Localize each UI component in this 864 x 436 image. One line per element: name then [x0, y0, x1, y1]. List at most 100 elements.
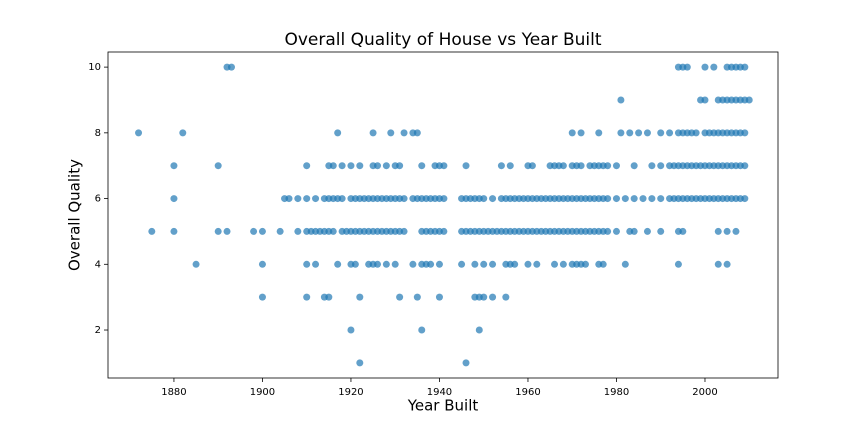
point: [435, 260, 443, 268]
point: [679, 227, 687, 235]
point: [559, 260, 567, 268]
point: [462, 359, 470, 367]
point: [413, 293, 421, 301]
point: [643, 227, 651, 235]
point: [374, 162, 382, 170]
point: [347, 162, 355, 170]
point: [617, 96, 625, 104]
point: [502, 293, 510, 301]
point: [170, 227, 178, 235]
y-tick-label: 8: [95, 128, 101, 139]
point: [701, 63, 709, 71]
point: [630, 162, 638, 170]
point: [480, 260, 488, 268]
point: [604, 195, 612, 203]
point: [489, 293, 497, 301]
point: [732, 227, 740, 235]
point: [440, 195, 448, 203]
chart-title: Overall Quality of House vs Year Built: [284, 30, 601, 50]
point: [723, 260, 731, 268]
point: [294, 227, 302, 235]
point: [214, 162, 222, 170]
point: [258, 260, 266, 268]
point: [674, 260, 682, 268]
point: [692, 129, 700, 137]
point: [285, 195, 293, 203]
x-tick-label: 1960: [515, 387, 540, 398]
point: [480, 293, 488, 301]
point: [303, 260, 311, 268]
point: [683, 63, 691, 71]
point: [635, 129, 643, 137]
x-tick-label: 2000: [692, 387, 717, 398]
point: [489, 260, 497, 268]
x-tick-label: 1880: [161, 387, 186, 398]
point: [409, 260, 417, 268]
point: [303, 293, 311, 301]
point: [170, 162, 178, 170]
point: [489, 195, 497, 203]
point: [303, 162, 311, 170]
point: [334, 260, 342, 268]
point: [418, 326, 426, 334]
point: [630, 227, 638, 235]
point: [612, 195, 620, 203]
point: [599, 260, 607, 268]
point: [480, 195, 488, 203]
y-axis-label: Overall Quality: [66, 159, 84, 271]
point: [369, 129, 377, 137]
point: [657, 129, 665, 137]
point: [312, 195, 320, 203]
point: [617, 129, 625, 137]
point: [179, 129, 187, 137]
point: [418, 162, 426, 170]
point: [626, 129, 634, 137]
point: [214, 227, 222, 235]
point: [338, 195, 346, 203]
point: [511, 260, 519, 268]
point: [714, 260, 722, 268]
point: [329, 227, 337, 235]
y-tick-label: 6: [95, 194, 101, 205]
point: [148, 227, 156, 235]
point: [258, 227, 266, 235]
point: [741, 162, 749, 170]
point: [643, 129, 651, 137]
point: [506, 162, 514, 170]
point: [387, 129, 395, 137]
point: [648, 162, 656, 170]
x-tick-label: 1920: [338, 387, 363, 398]
point: [440, 162, 448, 170]
point: [303, 195, 311, 203]
point: [338, 162, 346, 170]
point: [391, 260, 399, 268]
point: [170, 195, 178, 203]
point: [714, 227, 722, 235]
point: [528, 162, 536, 170]
point: [374, 260, 382, 268]
point: [356, 359, 364, 367]
point: [745, 96, 753, 104]
point: [612, 162, 620, 170]
point: [723, 227, 731, 235]
point: [258, 293, 266, 301]
point: [648, 195, 656, 203]
point: [533, 260, 541, 268]
point: [135, 129, 143, 137]
point: [741, 195, 749, 203]
point: [497, 162, 505, 170]
point: [427, 260, 435, 268]
point: [435, 293, 443, 301]
point: [329, 162, 337, 170]
point: [400, 227, 408, 235]
point: [581, 260, 589, 268]
y-tick-label: 4: [95, 259, 101, 270]
point: [577, 162, 585, 170]
point: [741, 129, 749, 137]
x-tick-label: 1980: [604, 387, 629, 398]
plot-frame: [107, 51, 779, 379]
point: [471, 260, 479, 268]
point: [666, 129, 674, 137]
point: [223, 227, 231, 235]
point: [657, 227, 665, 235]
